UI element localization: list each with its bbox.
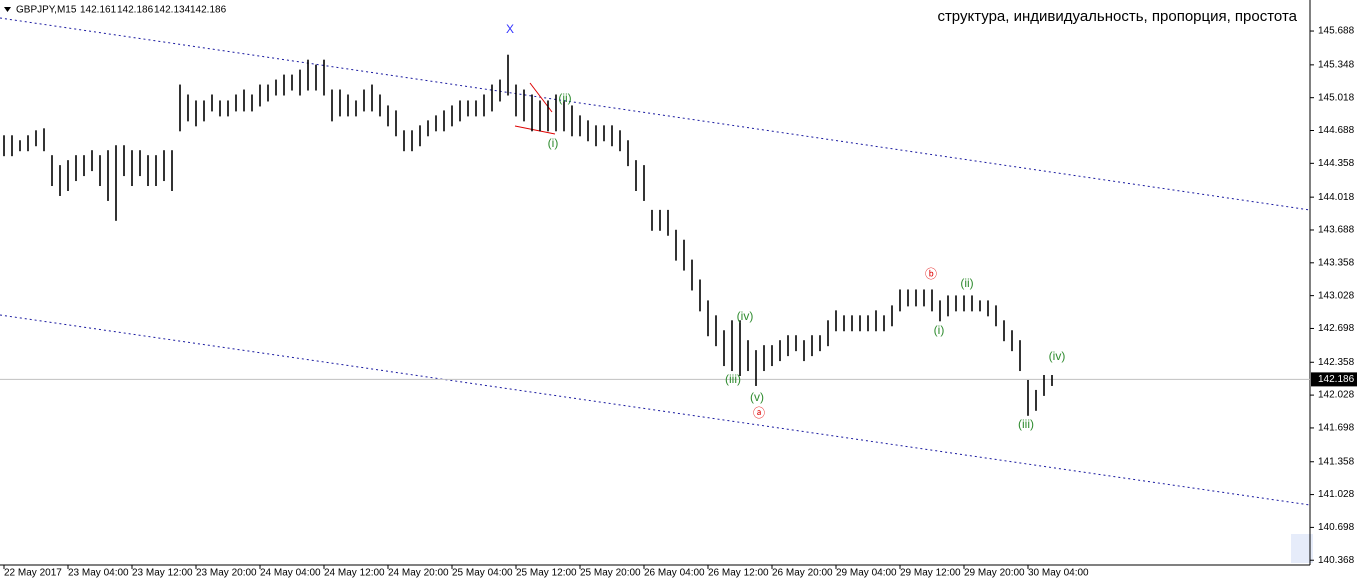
x-tick-label: 23 May 20:00 — [196, 568, 257, 579]
x-tick-label: 23 May 12:00 — [132, 568, 193, 579]
header-low: 142.134 — [154, 5, 191, 16]
x-tick-label: 23 May 04:00 — [68, 568, 129, 579]
y-tick-label: 140.368 — [1318, 555, 1355, 566]
x-tick-label: 25 May 04:00 — [452, 568, 513, 579]
wave-label: ⓑ — [925, 267, 937, 281]
wave-label: ⓐ — [753, 406, 765, 420]
x-tick-label: 29 May 04:00 — [836, 568, 897, 579]
y-tick-label: 144.358 — [1318, 158, 1355, 169]
chart-title: структура, индивидуальность, пропорция, … — [937, 8, 1297, 25]
x-tick-label: 22 May 2017 — [4, 568, 62, 579]
x-tick-label: 30 May 04:00 — [1028, 568, 1089, 579]
wave-label: (ii) — [558, 91, 571, 105]
x-tick-label: 24 May 04:00 — [260, 568, 321, 579]
wave-label: (iii) — [1018, 417, 1034, 431]
y-tick-label: 141.358 — [1318, 456, 1355, 467]
header-high: 142.186 — [117, 5, 154, 16]
wave-label: (v) — [750, 390, 764, 404]
header-close: 142.186 — [190, 5, 227, 16]
y-tick-label: 141.028 — [1318, 489, 1355, 500]
x-tick-label: 24 May 12:00 — [324, 568, 385, 579]
current-price-label: 142.186 — [1318, 374, 1355, 385]
x-tick-label: 29 May 20:00 — [964, 568, 1025, 579]
x-tick-label: 26 May 04:00 — [644, 568, 705, 579]
y-tick-label: 143.358 — [1318, 257, 1355, 268]
y-tick-label: 143.688 — [1318, 225, 1355, 236]
triangle-line — [514, 125, 556, 135]
y-tick-label: 143.028 — [1318, 290, 1355, 301]
menu-arrow — [4, 7, 11, 12]
symbol: GBPJPY,M15 — [16, 5, 77, 16]
x-tick-label: 26 May 20:00 — [772, 568, 833, 579]
wave-label: (iv) — [737, 309, 754, 323]
x-tick-label: 26 May 12:00 — [708, 568, 769, 579]
wave-label: (iv) — [1049, 349, 1066, 363]
header-open: 142.161 — [80, 5, 117, 16]
channel-line — [0, 17, 1311, 211]
channel-line — [0, 314, 1311, 506]
y-tick-label: 141.698 — [1318, 423, 1355, 434]
x-tick-label: 24 May 20:00 — [388, 568, 449, 579]
wave-label: (i) — [548, 136, 559, 150]
y-tick-label: 140.698 — [1318, 522, 1355, 533]
y-tick-label: 145.688 — [1318, 26, 1355, 37]
wave-label: (i) — [934, 323, 945, 337]
wave-label: X — [506, 22, 514, 36]
y-tick-label: 144.018 — [1318, 192, 1355, 203]
y-tick-label: 142.698 — [1318, 323, 1355, 334]
wave-label: (iii) — [725, 372, 741, 386]
y-tick-label: 142.028 — [1318, 390, 1355, 401]
y-tick-label: 142.358 — [1318, 357, 1355, 368]
y-tick-label: 145.348 — [1318, 59, 1355, 70]
x-tick-label: 29 May 12:00 — [900, 568, 961, 579]
wave-label: (ii) — [960, 276, 973, 290]
corner-box — [1291, 534, 1313, 563]
x-tick-label: 25 May 12:00 — [516, 568, 577, 579]
current-price-box — [1311, 372, 1357, 387]
y-tick-label: 145.018 — [1318, 92, 1355, 103]
x-tick-label: 25 May 20:00 — [580, 568, 641, 579]
y-tick-label: 144.688 — [1318, 125, 1355, 136]
